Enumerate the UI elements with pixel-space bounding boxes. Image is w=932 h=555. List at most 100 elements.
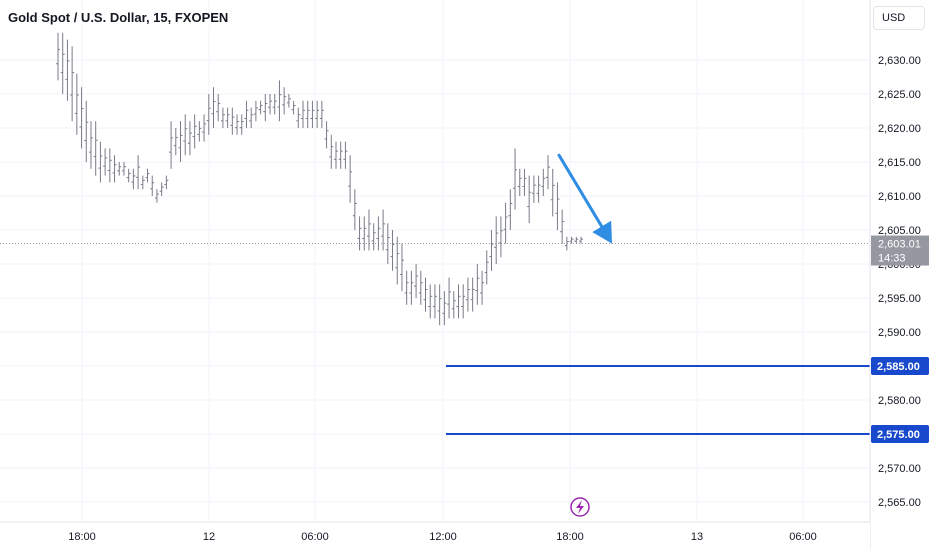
- current-price-tag[interactable]: [871, 235, 929, 266]
- ohlc-bar: [404, 270, 409, 305]
- ohlc-bar: [70, 46, 75, 122]
- ohlc-bar: [230, 107, 235, 135]
- ohlc-bar: [555, 182, 560, 230]
- ohlc-bar: [503, 202, 508, 244]
- ohlc-bar: [272, 94, 277, 115]
- ohlc-bar: [145, 168, 150, 183]
- ohlc-bar: [508, 189, 513, 230]
- ohlc-bar: [296, 107, 301, 128]
- price-tick-label: 2,570.00: [878, 463, 921, 475]
- ohlc-bar: [117, 162, 122, 176]
- ohlc-bar: [517, 168, 522, 196]
- ohlc-bar: [183, 114, 188, 156]
- ohlc-bar: [560, 209, 565, 244]
- ohlc-bar: [513, 148, 518, 210]
- level-price-tag[interactable]: [871, 425, 929, 443]
- time-axis-background: [0, 522, 870, 550]
- ohlc-bar: [60, 32, 65, 94]
- ohlc-bar: [131, 168, 136, 190]
- time-tick-label: 12: [203, 531, 215, 543]
- ohlc-bar: [150, 175, 155, 196]
- ohlc-bar: [282, 87, 287, 115]
- ohlc-bar: [235, 114, 240, 135]
- down-arrow-annotation[interactable]: [557, 153, 612, 244]
- ohlc-bar: [357, 216, 362, 251]
- ohlc-bar: [456, 284, 461, 319]
- ohlc-bar: [489, 230, 494, 271]
- price-tick-label: 2,595.00: [878, 293, 921, 305]
- price-tick-label: 2,590.00: [878, 327, 921, 339]
- ohlc-bar: [470, 277, 475, 312]
- level-price-label: 2,575.00: [877, 429, 920, 441]
- price-tick-label: 2,580.00: [878, 395, 921, 407]
- ohlc-bar: [564, 236, 569, 251]
- ohlc-bar: [423, 277, 428, 312]
- ohlc-bar: [140, 175, 145, 190]
- ohlc-bar: [338, 141, 343, 169]
- time-tick-label: 18:00: [556, 531, 584, 543]
- time-tick-label: 06:00: [789, 531, 817, 543]
- ohlc-bar: [220, 107, 225, 128]
- chart-title: Gold Spot / U.S. Dollar, 15, FXOPEN: [6, 10, 231, 25]
- ohlc-bar: [310, 100, 315, 128]
- ohlc-bar: [437, 284, 442, 326]
- ohlc-bar: [352, 189, 357, 230]
- level-price-tag[interactable]: [871, 357, 929, 375]
- ohlc-bar: [531, 175, 536, 203]
- ohlc-bar: [56, 32, 60, 81]
- horizontal-levels[interactable]: [446, 365, 870, 435]
- ohlc-bar: [550, 168, 555, 217]
- ohlc-bar: [366, 209, 371, 251]
- currency-selector-button[interactable]: USD: [873, 6, 925, 30]
- grid: [0, 0, 870, 522]
- ohlc-bar: [98, 141, 103, 183]
- ohlc-bar: [211, 87, 216, 128]
- ohlc-bar: [541, 168, 546, 196]
- price-axis[interactable]: 2,565.00 2,570.00 2,575.00 2,580.00 2,585.00…: [869, 0, 932, 550]
- ohlc-bar: [498, 216, 503, 258]
- ohlc-bar: [390, 230, 395, 271]
- ohlc-bar: [173, 128, 178, 156]
- ohlc-bar: [527, 175, 532, 224]
- ohlc-bar: [258, 100, 263, 115]
- ohlc-bar: [79, 87, 84, 149]
- ohlc-bar: [305, 100, 310, 128]
- ohlc-bar: [197, 121, 202, 142]
- ohlc-bar: [461, 284, 466, 319]
- price-tick-label: 2,605.00: [878, 225, 921, 237]
- ohlc-bar: [253, 100, 258, 122]
- ohlc-bar: [484, 250, 489, 285]
- ohlc-bar: [465, 277, 470, 312]
- ohlc-bar: [324, 121, 329, 149]
- ohlc-bar: [371, 223, 376, 251]
- ohlc-bar: [268, 94, 273, 115]
- ohlc-bar: [136, 155, 141, 190]
- ohlc-bar: [239, 114, 244, 135]
- event-marker[interactable]: [570, 497, 590, 517]
- ohlc-bar: [447, 277, 452, 319]
- level-price-label: 2,585.00: [877, 361, 920, 373]
- ohlc-bar: [569, 236, 574, 244]
- ohlc-bar: [494, 216, 499, 264]
- time-axis[interactable]: 18:00 12 06:00 12:00 18:00 13 06:00: [0, 521, 870, 550]
- ohlc-bar: [88, 121, 93, 169]
- ohlc-bar: [333, 141, 338, 169]
- ohlc-bar: [409, 270, 414, 305]
- price-tick-label: 2,630.00: [878, 55, 921, 67]
- ohlc-bar: [291, 100, 296, 115]
- ohlc-bar: [301, 100, 306, 128]
- ohlc-bar: [381, 209, 386, 251]
- ohlc-bar: [319, 100, 324, 128]
- ohlc-bar: [546, 155, 551, 190]
- arrow-head[interactable]: [592, 220, 612, 244]
- ohlc-bar: [244, 100, 249, 128]
- current-price-value: 2,603.01: [878, 239, 921, 251]
- ohlc-bar: [159, 182, 164, 196]
- arrow-shaft[interactable]: [557, 153, 604, 228]
- candle-countdown: 14:33: [878, 253, 906, 265]
- ohlc-bar: [103, 148, 108, 176]
- ohlc-bar: [216, 94, 221, 122]
- ohlc-bar: [206, 94, 211, 135]
